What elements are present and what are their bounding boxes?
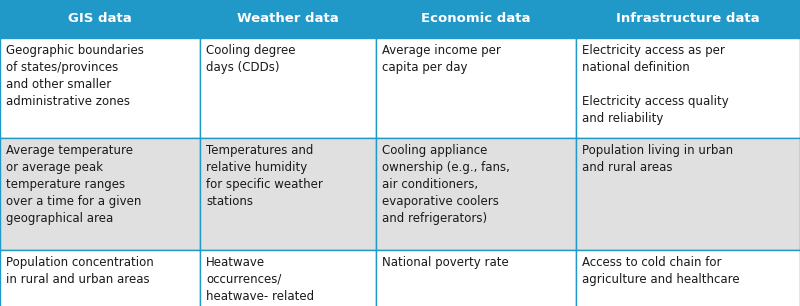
Text: Cooling appliance
ownership (e.g., fans,
air conditioners,
evaporative coolers
a: Cooling appliance ownership (e.g., fans,… — [382, 144, 510, 225]
Text: Geographic boundaries
of states/provinces
and other smaller
administrative zones: Geographic boundaries of states/province… — [6, 44, 144, 108]
Bar — [0, 250, 200, 306]
Text: Heatwave
occurrences/
heatwave- related
health incidents: Heatwave occurrences/ heatwave- related … — [206, 256, 314, 306]
Bar — [200, 38, 376, 138]
Bar — [0, 0, 200, 38]
Bar — [376, 38, 576, 138]
Text: Electricity access as per
national definition

Electricity access quality
and re: Electricity access as per national defin… — [582, 44, 729, 125]
Bar — [576, 0, 800, 38]
Text: Population living in urban
and rural areas: Population living in urban and rural are… — [582, 144, 733, 174]
Text: Population concentration
in rural and urban areas: Population concentration in rural and ur… — [6, 256, 154, 286]
Text: Temperatures and
relative humidity
for specific weather
stations: Temperatures and relative humidity for s… — [206, 144, 323, 208]
Bar — [200, 0, 376, 38]
Text: National poverty rate: National poverty rate — [382, 256, 509, 269]
Text: Average temperature
or average peak
temperature ranges
over a time for a given
g: Average temperature or average peak temp… — [6, 144, 142, 225]
Text: GIS data: GIS data — [68, 13, 132, 25]
Text: Average income per
capita per day: Average income per capita per day — [382, 44, 501, 74]
Bar — [0, 38, 200, 138]
Bar — [576, 250, 800, 306]
Bar — [376, 250, 576, 306]
Text: Cooling degree
days (CDDs): Cooling degree days (CDDs) — [206, 44, 295, 74]
Bar — [200, 138, 376, 250]
Bar — [576, 138, 800, 250]
Text: Infrastructure data: Infrastructure data — [616, 13, 760, 25]
Text: Access to cold chain for
agriculture and healthcare: Access to cold chain for agriculture and… — [582, 256, 740, 286]
Text: Economic data: Economic data — [422, 13, 530, 25]
Bar — [376, 138, 576, 250]
Bar — [0, 138, 200, 250]
Text: Weather data: Weather data — [237, 13, 339, 25]
Bar — [376, 0, 576, 38]
Bar — [576, 38, 800, 138]
Bar — [200, 250, 376, 306]
